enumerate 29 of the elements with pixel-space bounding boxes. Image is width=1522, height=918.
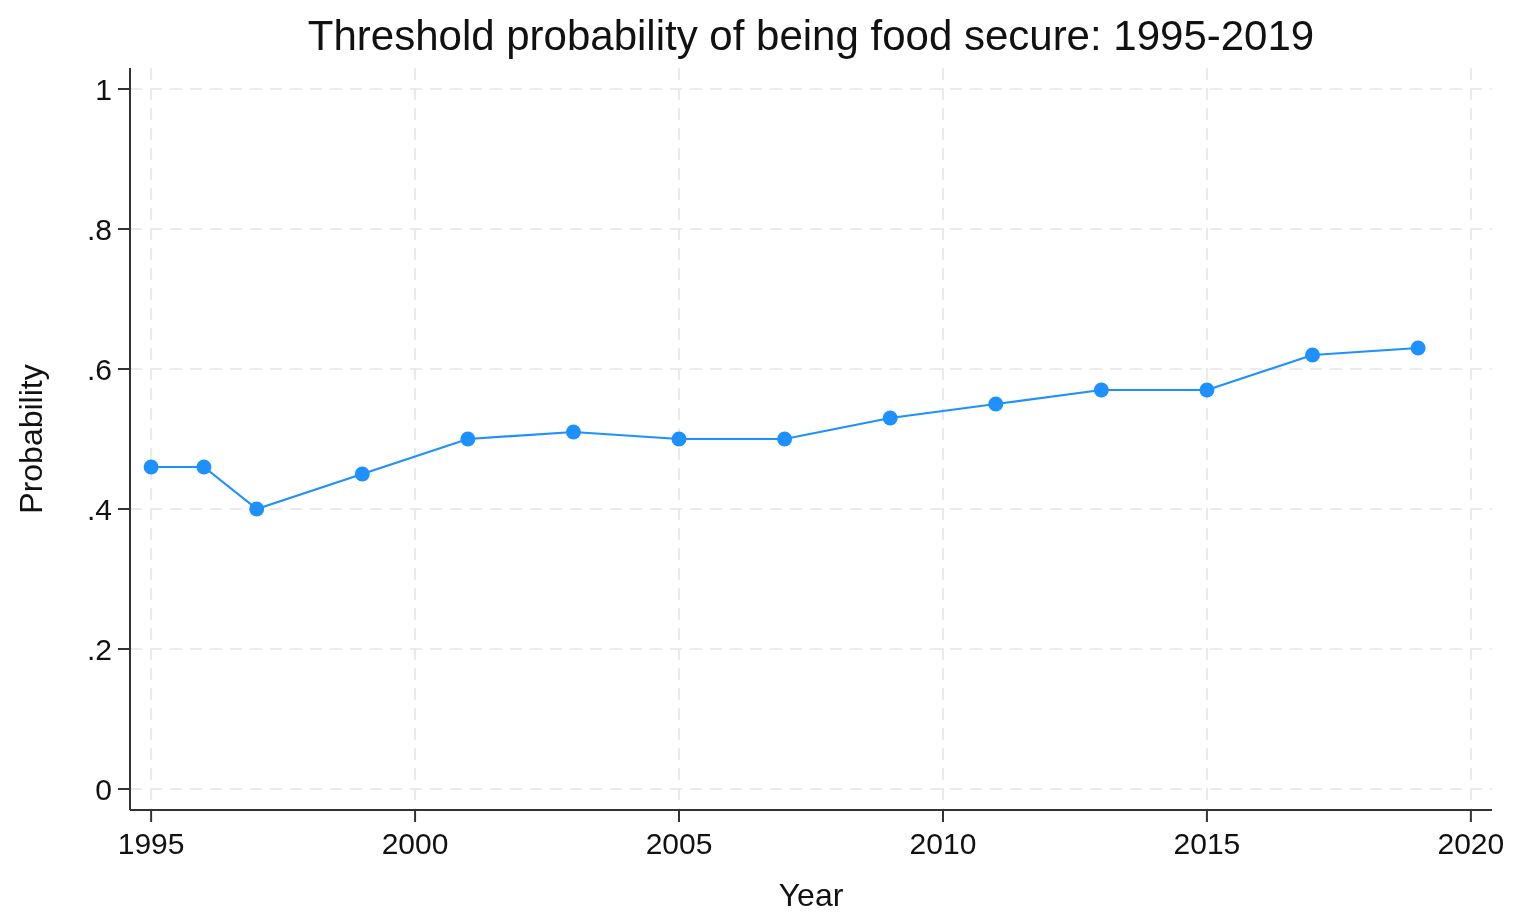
point: [354, 466, 370, 482]
y-tick-label: 1: [95, 72, 112, 106]
x-tick-label: 2000: [381, 827, 449, 860]
x-axis-title: Year: [778, 877, 844, 913]
y-tick-label: .8: [86, 212, 112, 246]
x-tick-label: 1995: [117, 827, 185, 860]
x-tick-label: 2010: [909, 827, 977, 860]
point: [143, 459, 159, 475]
point: [196, 459, 212, 475]
point: [988, 396, 1004, 412]
x-tick-label: 2015: [1173, 827, 1241, 860]
point: [777, 431, 793, 447]
point: [249, 501, 265, 517]
point: [882, 410, 898, 426]
y-tick-label: .4: [86, 492, 112, 526]
point: [460, 431, 476, 447]
point: [1305, 347, 1321, 363]
y-tick-label: .6: [86, 352, 112, 386]
y-tick-label: 0: [95, 772, 112, 806]
chart-title: Threshold probability of being food secure: 1995-2019: [307, 12, 1315, 59]
point: [1199, 382, 1215, 398]
point: [565, 424, 581, 440]
point: [1410, 340, 1426, 356]
x-tick-label: 2020: [1437, 827, 1505, 860]
y-axis-title: Probability: [13, 364, 49, 514]
point: [1093, 382, 1109, 398]
x-tick-label: 2005: [645, 827, 713, 860]
y-tick-label: .2: [86, 632, 112, 666]
point: [671, 431, 687, 447]
